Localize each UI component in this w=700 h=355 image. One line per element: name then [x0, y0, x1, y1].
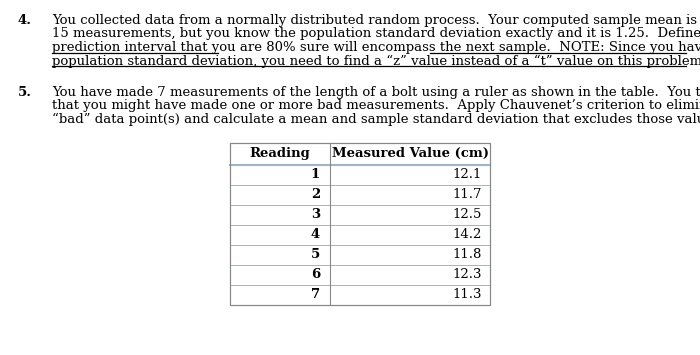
Text: that you might have made one or more bad measurements.  Apply Chauvenet’s criter: that you might have made one or more bad…	[52, 99, 700, 113]
Bar	[230, 142, 490, 305]
Text: You have made 7 measurements of the length of a bolt using a ruler as shown in t: You have made 7 measurements of the leng…	[52, 86, 700, 99]
Text: 11.8: 11.8	[453, 248, 482, 261]
Text: 11.7: 11.7	[452, 188, 482, 201]
Text: 5.: 5.	[18, 86, 32, 99]
Text: 7: 7	[311, 288, 320, 301]
Text: population standard deviation, you need to find a “z” value instead of a “t” val: population standard deviation, you need …	[52, 55, 700, 68]
Text: “bad” data point(s) and calculate a mean and sample standard deviation that excl: “bad” data point(s) and calculate a mean…	[52, 113, 700, 126]
Text: 2: 2	[311, 188, 320, 201]
Text: prediction interval that you are 80% sure will encompass the next sample.  NOTE:: prediction interval that you are 80% sur…	[52, 41, 700, 54]
Text: Reading: Reading	[250, 147, 310, 160]
Text: Measured Value (cm): Measured Value (cm)	[332, 147, 489, 160]
Bar	[230, 142, 490, 305]
Text: 4: 4	[311, 228, 320, 241]
Text: 12.5: 12.5	[453, 208, 482, 221]
Text: 1: 1	[311, 168, 320, 181]
Text: 5: 5	[311, 248, 320, 261]
Text: 6: 6	[311, 268, 320, 281]
Text: You collected data from a normally distributed random process.  Your computed sa: You collected data from a normally distr…	[52, 14, 700, 27]
Text: 15 measurements, but you know the population standard deviation exactly and it i: 15 measurements, but you know the popula…	[52, 27, 700, 40]
Text: 14.2: 14.2	[453, 228, 482, 241]
Text: 12.3: 12.3	[452, 268, 482, 281]
Text: 4.: 4.	[18, 14, 32, 27]
Text: 3: 3	[311, 208, 320, 221]
Text: 12.1: 12.1	[453, 168, 482, 181]
Text: 11.3: 11.3	[452, 288, 482, 301]
